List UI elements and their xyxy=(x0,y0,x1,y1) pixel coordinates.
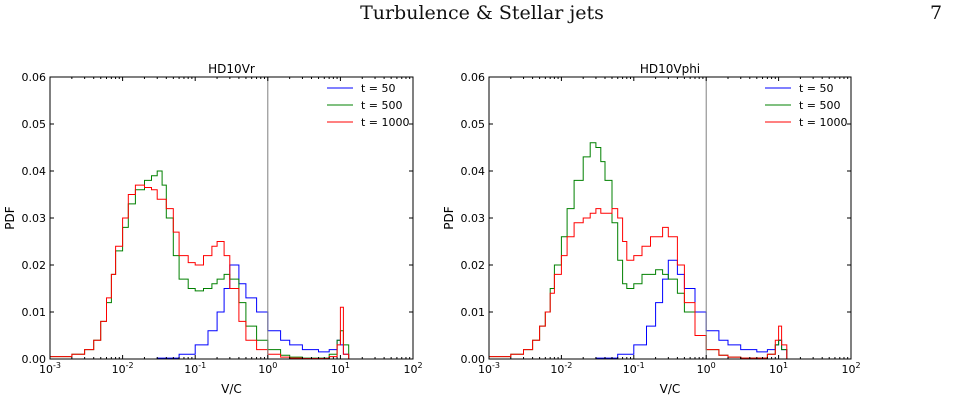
x-tick-label: 10-1 xyxy=(623,361,645,376)
legend-label: t = 1000 xyxy=(799,116,848,129)
y-axis-label: PDF xyxy=(442,206,456,229)
x-axis-label: V/C xyxy=(660,382,681,396)
y-tick-label: 0.03 xyxy=(461,212,486,225)
legend: t = 50 t = 500 t = 1000 xyxy=(765,82,848,129)
series-line-3 xyxy=(50,184,363,359)
chart-panel-1: 0.00 0.01 0.02 0.03 0.04 0.05 0.06 10-3 10-2 10-1… xyxy=(3,62,423,396)
y-tick-label: 0.06 xyxy=(461,71,486,84)
y-tick-label: 0.05 xyxy=(22,118,47,131)
y-tick-label: 0.06 xyxy=(22,71,47,84)
y-tick-label: 0.02 xyxy=(461,259,486,272)
x-tick-label: 10-2 xyxy=(550,361,572,376)
x-tick-label: 102 xyxy=(841,361,860,376)
chart-title: HD10Vphi xyxy=(640,62,700,76)
series-group xyxy=(50,170,363,359)
y-tick-label: 0.04 xyxy=(22,165,47,178)
series-line-2 xyxy=(489,142,801,359)
series-line-1 xyxy=(489,259,801,359)
y-tick-label: 0.01 xyxy=(22,306,47,319)
plot-frame xyxy=(488,76,852,360)
plot-frame xyxy=(49,76,414,360)
x-axis-label: V/C xyxy=(221,382,242,396)
x-tick-label: 10-3 xyxy=(478,361,500,376)
legend: t = 50 t = 500 t = 1000 xyxy=(327,82,410,129)
page-number: 7 xyxy=(930,2,943,24)
chart-panel-2: 0.00 0.01 0.02 0.03 0.04 0.05 0.06 10-3 10-2 10-1… xyxy=(442,62,861,396)
y-axis-label: PDF xyxy=(3,206,17,229)
x-tick-label: 10-1 xyxy=(184,361,206,376)
x-tick-label: 10-2 xyxy=(112,361,134,376)
y-tick-label: 0.01 xyxy=(461,306,486,319)
series-group xyxy=(489,142,801,359)
x-tick-label: 100 xyxy=(258,361,277,376)
legend-label: t = 1000 xyxy=(361,116,410,129)
x-tick-label: 101 xyxy=(769,361,788,376)
y-tick-label: 0.04 xyxy=(461,165,486,178)
x-tick-label: 101 xyxy=(331,361,350,376)
legend-label: t = 500 xyxy=(361,99,403,112)
y-tick-label: 0.00 xyxy=(461,353,486,366)
y-tick-label: 0.03 xyxy=(22,212,47,225)
x-tick-label: 102 xyxy=(403,361,422,376)
series-line-1 xyxy=(50,264,363,359)
x-tick-label: 10-3 xyxy=(39,361,61,376)
x-tick-label: 100 xyxy=(697,361,716,376)
legend-label: t = 50 xyxy=(361,82,396,95)
y-tick-label: 0.02 xyxy=(22,259,47,272)
running-title: Turbulence & Stellar jets xyxy=(360,2,604,24)
legend-label: t = 500 xyxy=(799,99,841,112)
chart-title: HD10Vr xyxy=(208,62,255,76)
y-tick-label: 0.05 xyxy=(461,118,486,131)
series-line-3 xyxy=(489,208,801,359)
series-line-2 xyxy=(50,170,363,359)
y-tick-label: 0.00 xyxy=(22,353,47,366)
legend-label: t = 50 xyxy=(799,82,834,95)
